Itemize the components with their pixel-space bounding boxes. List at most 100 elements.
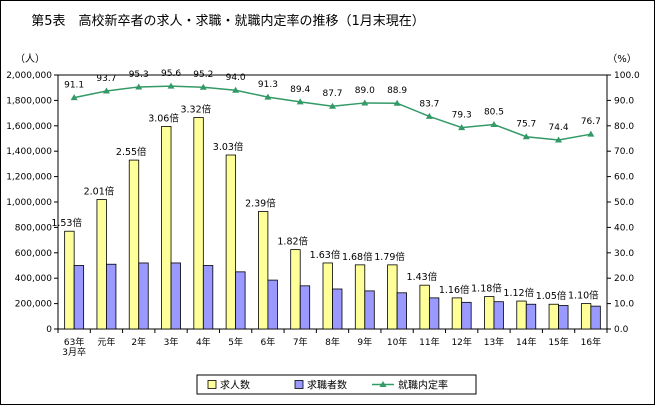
bar-job-openings	[161, 126, 172, 330]
rate-marker	[329, 102, 336, 109]
left-axis-unit: （人）	[15, 53, 45, 65]
legend-label-job-seekers: 求職者数	[307, 379, 347, 392]
bar-job-openings	[193, 117, 204, 330]
bar-job-openings	[419, 284, 430, 330]
right-tick-label: 10.0	[614, 300, 634, 310]
rate-line-layer	[70, 82, 595, 143]
legend-label-job-openings: 求人数	[220, 379, 250, 392]
bar-job-openings	[225, 154, 237, 330]
category-label: 2年	[131, 336, 146, 348]
ratio-label: 1.82倍	[277, 236, 308, 248]
rate-marker	[555, 136, 563, 143]
rate-value-label: 83.7	[419, 99, 439, 109]
category-label: 15年	[548, 336, 568, 348]
category-label: 元年	[97, 336, 115, 348]
bar-job-seekers	[493, 301, 504, 330]
rate-marker	[199, 83, 207, 90]
legend: 求人数 求職者数 就職内定率	[196, 374, 477, 395]
category-label: 12年	[451, 336, 471, 348]
ratio-label: 1.10倍	[568, 290, 599, 302]
left-tick-label: 1,800,000	[6, 96, 52, 106]
rate-marker	[167, 82, 175, 89]
right-tick-label: 50.0	[614, 198, 634, 208]
rate-value-label: 89.0	[355, 86, 375, 96]
bar-job-openings	[96, 199, 107, 330]
bar-job-seekers	[396, 292, 407, 330]
rate-value-label: 87.7	[322, 89, 342, 99]
left-tick-label: 2,000,000	[6, 71, 52, 81]
rate-marker	[232, 86, 240, 93]
bar-job-seekers	[170, 262, 181, 330]
rate-marker	[587, 130, 595, 137]
rate-marker	[102, 87, 110, 94]
rate-marker	[361, 99, 369, 106]
bar-job-seekers	[235, 271, 246, 330]
bar-job-seekers	[461, 301, 472, 330]
rate-value-label: 89.4	[290, 85, 310, 95]
rate-marker	[522, 133, 530, 140]
ratio-label: 1.43倍	[407, 271, 438, 283]
rate-value-label: 91.3	[258, 80, 278, 90]
right-tick-label: 60.0	[614, 173, 634, 183]
category-label: 14年	[516, 336, 536, 348]
left-tick-label: 1,000,000	[6, 198, 52, 208]
right-tick-label: 80.0	[614, 122, 634, 132]
category-label: 63年	[64, 336, 84, 348]
bar-job-seekers	[364, 290, 375, 330]
bar-job-seekers	[558, 305, 569, 330]
category-label: 6年	[261, 336, 276, 348]
bar-job-openings	[548, 303, 559, 330]
left-tick-label: 0	[46, 325, 52, 335]
ratio-label: 1.16倍	[439, 284, 470, 296]
left-tick-label: 800,000	[15, 223, 52, 233]
ratio-label: 1.68倍	[342, 251, 373, 263]
rate-marker	[264, 93, 272, 100]
bar-job-openings	[258, 211, 269, 330]
bar-job-openings	[290, 249, 301, 330]
category-label: 4年	[196, 336, 211, 348]
bar-job-openings	[516, 300, 527, 330]
category-label: 3年	[164, 336, 179, 348]
right-tick-label: 40.0	[614, 223, 634, 233]
rate-value-label: 88.9	[387, 86, 407, 96]
rate-marker	[393, 99, 401, 106]
legend-label-rate: 就職内定率	[398, 379, 448, 392]
category-label: 9年	[357, 336, 372, 348]
category-label: 3月卒	[62, 346, 86, 358]
ratio-label: 2.01倍	[84, 185, 115, 197]
right-tick-label: 0.0	[614, 325, 629, 335]
bar-job-openings	[484, 296, 495, 330]
bar-job-seekers	[332, 288, 343, 330]
legend-marker-rate	[379, 381, 387, 387]
rate-value-label: 75.7	[516, 120, 536, 130]
legend-swatch-job-seekers	[294, 380, 304, 389]
right-tick-label: 70.0	[614, 147, 634, 157]
bar-job-openings	[580, 303, 592, 330]
rate-marker	[458, 124, 466, 131]
rate-value-label: 95.6	[161, 69, 181, 79]
rate-marker	[70, 94, 78, 101]
ratio-label: 1.79倍	[374, 251, 405, 263]
rate-marker	[425, 112, 433, 119]
bar-job-seekers	[202, 265, 214, 330]
bar-job-openings	[451, 297, 463, 330]
bar-job-seekers	[590, 305, 601, 330]
left-tick-label: 1,400,000	[6, 147, 52, 157]
legend-box	[196, 374, 477, 395]
ratio-label: 1.18倍	[471, 283, 502, 295]
left-tick-label: 600,000	[15, 249, 52, 259]
right-tick-label: 100.0	[614, 71, 640, 81]
left-tick-label: 400,000	[15, 274, 52, 284]
rate-marker	[296, 98, 304, 105]
rate-value-label: 95.2	[193, 70, 213, 80]
rate-value-label: 74.4	[549, 123, 569, 133]
right-axis-unit: （%）	[607, 53, 637, 65]
ratio-label: 3.06倍	[148, 112, 179, 124]
bar-job-seekers	[106, 263, 117, 330]
bars-layer	[64, 117, 601, 330]
ratio-label: 2.39倍	[245, 198, 276, 210]
rate-marker	[490, 121, 498, 128]
bar-job-seekers	[73, 265, 85, 330]
